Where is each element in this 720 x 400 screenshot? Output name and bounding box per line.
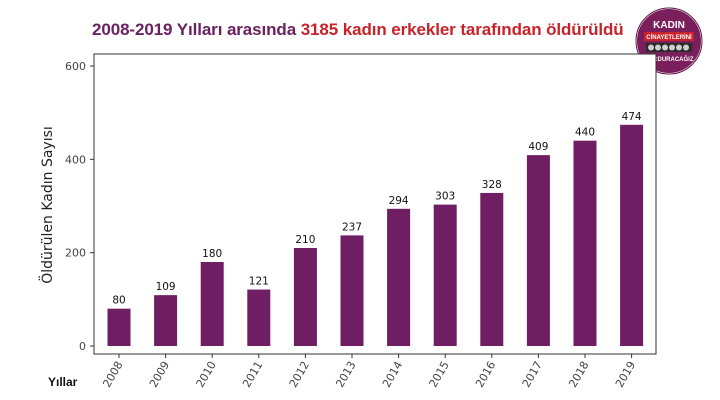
bar-2012 <box>293 248 317 346</box>
x-tick-label-2008: 2008 <box>100 359 125 390</box>
bar-2009 <box>154 295 178 346</box>
data-label-2016: 328 <box>482 179 502 191</box>
x-tick-label-2016: 2016 <box>473 359 498 390</box>
bar-2017 <box>526 155 550 346</box>
bars <box>107 124 644 346</box>
logo-line-2: CİNAYETLERİNİ <box>646 34 692 41</box>
x-axis: 2008 2009 2010 2011 2012 2013 2014 2015 2016 2017… <box>100 354 638 390</box>
data-label-2015: 303 <box>435 191 455 203</box>
data-label-2014: 294 <box>389 195 409 207</box>
data-label-2012: 210 <box>295 234 315 246</box>
x-tick-label-2018: 2018 <box>566 359 591 390</box>
title-part-2: 3185 kadın erkekler tarafından öldürüldü <box>300 20 624 39</box>
data-label-2017: 409 <box>528 141 548 153</box>
x-tick-label-2015: 2015 <box>427 359 452 390</box>
bar-2008 <box>107 308 131 346</box>
title-part-1: 2008-2019 Yılları arasında <box>92 20 301 39</box>
x-tick-label-2013: 2013 <box>333 359 358 390</box>
chart-title: 2008-2019 Yılları arasında 3185 kadın er… <box>92 20 632 40</box>
data-label-2013: 237 <box>342 221 362 233</box>
data-label-2019: 474 <box>622 111 642 123</box>
data-label-2009: 109 <box>156 281 176 293</box>
y-axis-label: Öldürülen Kadın Sayısı <box>38 126 56 284</box>
logo-line-3: DURDURACAĞIZ <box>645 55 694 63</box>
bar-2014 <box>387 208 411 346</box>
x-tick-label-2019: 2019 <box>613 359 638 390</box>
bar-2015 <box>433 204 457 346</box>
y-axis: 0 200 400 600 <box>65 60 94 353</box>
plot-panel <box>93 53 657 355</box>
bar-2011 <box>247 289 271 346</box>
x-tick-label-2009: 2009 <box>147 359 172 390</box>
bar-2019 <box>620 124 644 346</box>
x-tick-label-2017: 2017 <box>520 359 545 390</box>
data-label-2010: 180 <box>202 248 222 260</box>
y-tick-label: 400 <box>65 153 86 166</box>
y-tick-label: 200 <box>65 247 86 260</box>
data-labels: 80 109 180 121 210 237 294 303 328 409 440 474 <box>112 111 642 307</box>
bar-2016 <box>480 192 504 346</box>
logo-line-1: KADIN <box>653 20 685 31</box>
data-label-2018: 440 <box>575 127 595 139</box>
x-tick-label-2010: 2010 <box>194 359 219 390</box>
bar-2010 <box>200 262 224 346</box>
data-label-2011: 121 <box>249 276 269 288</box>
y-tick-label: 600 <box>65 60 86 73</box>
x-tick-label-2011: 2011 <box>240 359 265 390</box>
bar-2018 <box>573 140 597 346</box>
y-tick-label: 0 <box>79 340 86 353</box>
bar-2013 <box>340 235 364 346</box>
x-tick-label-2014: 2014 <box>380 359 405 390</box>
x-tick-label-2012: 2012 <box>287 359 312 390</box>
data-label-2008: 80 <box>112 295 125 307</box>
x-axis-label: Yıllar <box>48 375 78 389</box>
